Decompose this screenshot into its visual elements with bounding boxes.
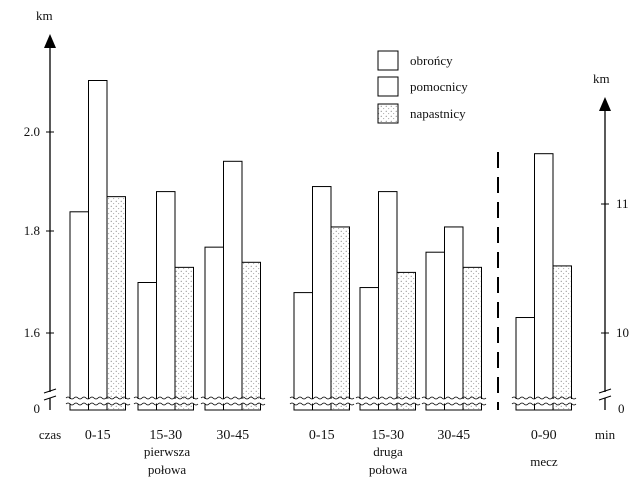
bar-6-series-1 [425,251,445,411]
bar-1-series-1 [69,211,89,411]
axis-breaks [43,388,612,406]
bar-7-series-2 [534,153,554,411]
bar-2-series-3 [174,266,194,411]
right-axis: km 11 10 0 [593,71,629,416]
axis-break-gap [356,399,420,404]
group-label-second-2: połowa [369,462,408,477]
left-axis-break-mark [43,395,57,401]
category-label-3: 30-45 [216,428,249,443]
legend-swatch-obroncy [377,50,399,71]
axis-break-mark [289,402,355,406]
bar-2-series-1 [137,282,157,411]
axis-break-mark [200,402,266,406]
left-tick-1-6: 1.6 [24,325,41,340]
axis-break-gap [201,399,265,404]
bar-7-series-1 [515,317,535,411]
left-tick-1-8: 1.8 [24,223,40,238]
bar-6-series-3 [462,266,482,411]
right-tick-11: 11 [616,196,629,211]
category-label-7: 0-90 [531,428,557,443]
axis-break-mark [65,396,131,400]
group-label-second-1: druga [373,444,403,459]
category-label-4: 0-15 [309,428,335,443]
bar-4-series-3 [330,226,350,411]
axis-break-mark [133,402,199,406]
axis-break-mark [421,402,487,406]
axis-break-mark [511,396,577,400]
left-axis-break-mark [43,388,57,394]
axis-break-mark [289,396,355,400]
bar-3-series-3 [241,261,261,411]
legend-label-napastnicy: napastnicy [410,106,466,121]
axis-break-mark [200,396,266,400]
bar-6-series-2 [444,226,464,411]
bar-5-series-3 [396,271,416,411]
x-unit: min [595,427,616,442]
axis-break-mark [421,396,487,400]
bars [69,80,572,411]
bar-2-series-2 [156,191,176,411]
left-axis-unit: km [36,8,53,23]
bar-4-series-2 [312,186,332,411]
legend-label-obroncy: obrońcy [410,53,453,68]
group-label-match: mecz [530,454,558,469]
left-axis: km 2.0 1.8 1.6 0 [24,8,56,416]
bar-5-series-2 [378,191,398,411]
category-label-6: 30-45 [437,428,470,443]
category-labels: 0-15 15-30 30-45 0-15 15-30 30-45 0-90 [85,428,557,443]
bar-3-series-1 [204,246,224,411]
bar-1-series-3 [106,196,126,411]
axis-break-gap [512,399,576,404]
category-label-5: 15-30 [371,428,404,443]
axis-break-mark [133,396,199,400]
legend-swatch-napastnicy [377,103,399,124]
right-axis-break-mark [598,388,612,394]
category-label-2: 15-30 [149,428,182,443]
axis-break-mark [65,402,131,406]
axis-break-mark [511,402,577,406]
axis-break-gap [134,399,198,404]
right-axis-unit: km [593,71,610,86]
bar-5-series-1 [359,287,379,411]
group-label-first-2: połowa [148,462,187,477]
right-tick-10: 10 [616,325,629,340]
axis-break-gap [290,399,354,404]
axis-break-gap [422,399,486,404]
bar-7-series-3 [552,265,572,411]
legend: obrońcy pomocnicy napastnicy [377,50,468,124]
group-label-first-1: pierwsza [144,444,190,459]
right-axis-break-gap [599,392,611,398]
right-axis-break-mark [598,395,612,401]
legend-label-pomocnicy: pomocnicy [410,79,468,94]
axis-break-mark [355,402,421,406]
bar-4-series-1 [293,292,313,411]
bar-3-series-2 [223,160,243,411]
legend-swatch-pomocnicy [377,76,399,97]
left-axis-break-gap [44,392,56,398]
category-label-1: 0-15 [85,428,111,443]
bar-1-series-2 [88,80,108,411]
x-row-label: czas [39,427,61,442]
axis-break-mark [355,396,421,400]
right-tick-0: 0 [618,401,625,416]
left-tick-2-0: 2.0 [24,124,40,139]
axis-break-gap [66,399,130,404]
left-tick-0: 0 [34,401,41,416]
